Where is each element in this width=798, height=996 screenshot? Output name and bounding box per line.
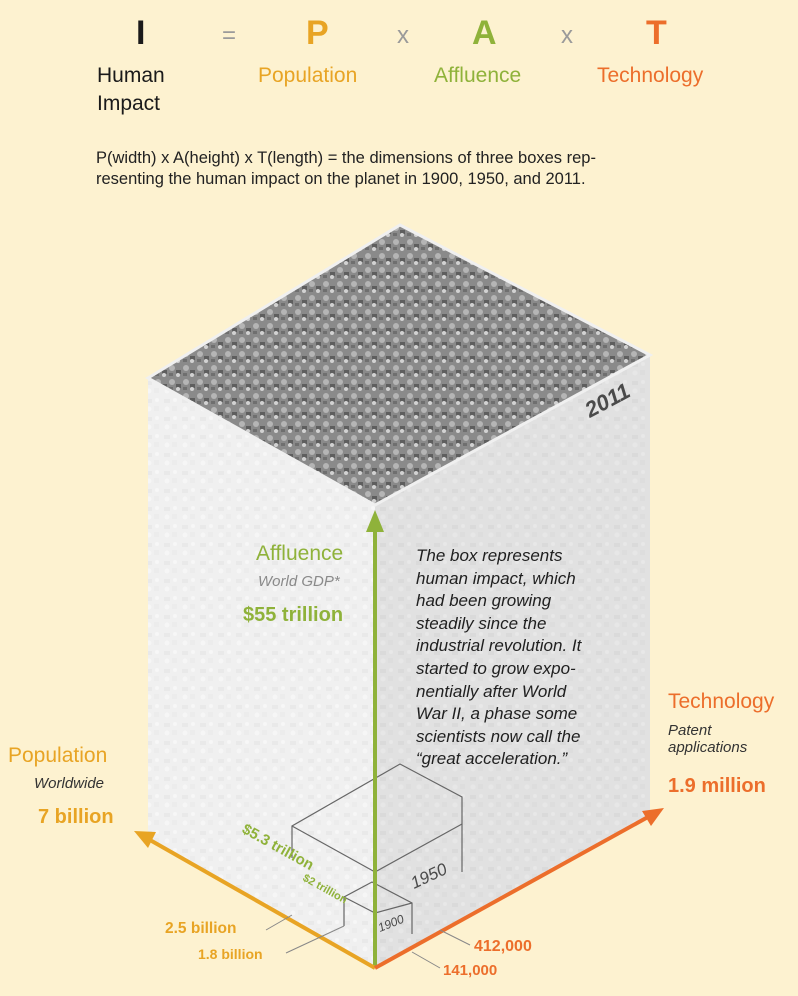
population-value-2011: 7 billion [38, 806, 114, 829]
story-line: scientists now call the [416, 726, 636, 749]
story-line: started to grow expo- [416, 658, 636, 681]
story-line: steadily since the [416, 613, 636, 636]
story-text: The box represents human impact, which h… [416, 545, 636, 771]
technology-value-2011: 1.9 million [668, 775, 766, 798]
technology-subtitle-line2: applications [668, 739, 747, 756]
population-value-1950: 2.5 billion [165, 920, 236, 938]
technology-subtitle-line1: Patent [668, 722, 747, 739]
technology-title: Technology [668, 690, 774, 714]
population-subtitle: Worldwide [34, 775, 104, 792]
story-line: industrial revolution. It [416, 635, 636, 658]
story-line: had been growing [416, 590, 636, 613]
affluence-subtitle: World GDP* [258, 573, 340, 590]
story-line: nentially after World [416, 681, 636, 704]
story-line: “great acceleration.” [416, 748, 636, 771]
population-title: Population [8, 744, 107, 768]
technology-value-1950: 412,000 [474, 938, 532, 956]
story-line: War II, a phase some [416, 703, 636, 726]
affluence-title: Affluence [256, 542, 343, 566]
population-value-1900: 1.8 billion [198, 946, 263, 962]
technology-value-1900: 141,000 [443, 962, 497, 979]
affluence-value-2011: $55 trillion [243, 604, 343, 627]
technology-subtitle: Patent applications [668, 722, 747, 756]
story-line: human impact, which [416, 568, 636, 591]
story-line: The box represents [416, 545, 636, 568]
